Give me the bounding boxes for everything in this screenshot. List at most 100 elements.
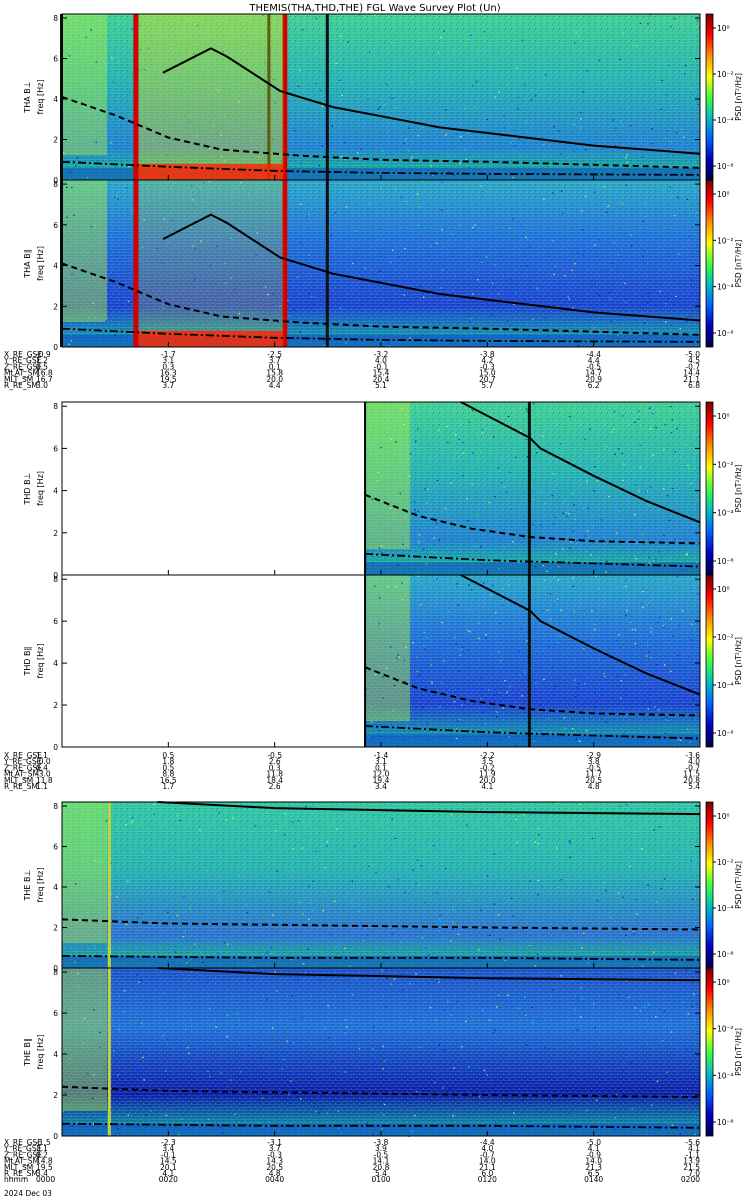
noise-speck — [409, 1019, 412, 1021]
noise-speck — [429, 1007, 431, 1009]
noise-speck — [375, 872, 377, 874]
noise-speck — [73, 214, 75, 216]
noise-speck — [311, 813, 314, 815]
noise-speck — [346, 1026, 348, 1028]
noise-speck — [660, 108, 663, 110]
noise-speck — [291, 995, 293, 997]
noise-speck — [580, 1016, 582, 1018]
noise-speck — [394, 107, 397, 109]
noise-speck — [306, 96, 309, 99]
ephemeris-value: 0040 — [265, 1175, 284, 1184]
noise-speck — [613, 428, 615, 431]
noise-speck — [190, 957, 193, 960]
noise-speck — [153, 914, 156, 916]
noise-speck — [162, 992, 165, 995]
noise-speck — [568, 887, 570, 889]
noise-speck — [653, 951, 655, 953]
noise-speck — [225, 819, 227, 821]
noise-speck — [415, 656, 418, 658]
noise-speck — [615, 127, 617, 129]
noise-speck — [178, 1134, 180, 1136]
noise-speck — [687, 213, 690, 216]
noise-speck — [576, 542, 578, 544]
noise-speck — [634, 42, 637, 44]
ephemeris-value: 5.4 — [375, 1169, 387, 1178]
noise-speck — [519, 430, 522, 432]
colorbar-label: PSD [nT²/Hz] — [734, 861, 743, 909]
ephemeris-value: 3.1 — [375, 757, 387, 766]
noise-speck — [491, 282, 494, 284]
y-tick-label: 6 — [53, 221, 58, 230]
colorbar — [705, 401, 714, 576]
noise-speck — [659, 1008, 661, 1011]
noise-speck — [595, 1099, 598, 1101]
noise-speck — [668, 519, 671, 521]
noise-speck — [506, 83, 509, 86]
noise-speck — [480, 432, 483, 434]
noise-speck — [209, 1076, 211, 1078]
noise-speck — [132, 820, 134, 822]
noise-speck — [390, 983, 393, 985]
noise-speck — [573, 951, 576, 953]
ephemeris-value: 16.5 — [160, 776, 177, 785]
noise-speck — [287, 300, 289, 302]
noise-speck — [485, 637, 488, 639]
noise-speck — [235, 1024, 238, 1026]
noise-speck — [497, 914, 500, 916]
noise-speck — [623, 463, 625, 465]
noise-speck — [309, 902, 312, 904]
noise-speck — [634, 643, 636, 645]
noise-speck — [328, 1037, 330, 1039]
noise-speck — [523, 104, 525, 106]
noise-speck — [335, 946, 338, 948]
noise-speck — [579, 803, 582, 805]
y-axis-label-freq: freq [Hz] — [36, 246, 45, 281]
noise-speck — [403, 424, 405, 426]
noise-speck — [585, 717, 587, 719]
noise-speck — [455, 451, 458, 453]
noise-speck — [348, 965, 351, 967]
noise-speck — [471, 410, 474, 412]
spike-event — [282, 14, 288, 180]
noise-speck — [631, 1108, 634, 1110]
noise-speck — [579, 674, 581, 676]
noise-speck — [525, 236, 527, 238]
ephemeris-value: -0.7 — [685, 763, 700, 772]
noise-speck — [374, 585, 376, 587]
ephemeris-value: 12.0 — [373, 770, 390, 779]
noise-speck — [580, 127, 582, 129]
noise-speck — [272, 79, 275, 81]
noise-speck — [496, 711, 498, 713]
noise-speck — [642, 591, 644, 593]
noise-speck — [504, 680, 506, 682]
noise-speck — [506, 691, 508, 693]
noise-speck — [566, 515, 568, 517]
noise-speck — [367, 98, 369, 100]
noise-speck — [457, 191, 459, 193]
noise-speck — [578, 683, 580, 685]
noise-speck — [532, 498, 534, 500]
noise-speck — [634, 514, 636, 516]
noise-speck — [298, 901, 301, 903]
ephemeris-row-name: Z_RE_GSE — [4, 362, 42, 371]
noise-speck — [384, 699, 386, 701]
noise-speck — [238, 100, 240, 103]
noise-speck — [396, 657, 398, 659]
noise-speck — [603, 186, 606, 188]
noise-speck — [71, 1125, 73, 1127]
ephemeris-value: 14.0 — [479, 1157, 496, 1166]
y-axis-label-probe: THE B⊥ — [23, 869, 32, 901]
noise-speck — [491, 584, 494, 587]
noise-speck — [239, 1071, 242, 1073]
noise-speck — [136, 917, 139, 919]
noise-speck — [622, 1070, 624, 1072]
noise-speck — [661, 1040, 663, 1042]
noise-speck — [560, 975, 562, 977]
noise-speck — [618, 634, 620, 636]
noise-speck — [389, 507, 392, 509]
noise-speck — [578, 740, 580, 742]
ephemeris-row-name: X_RE_GSE — [4, 350, 42, 359]
noise-speck — [647, 708, 649, 710]
noise-speck — [540, 491, 542, 493]
overlay-line-dashed — [61, 262, 701, 336]
